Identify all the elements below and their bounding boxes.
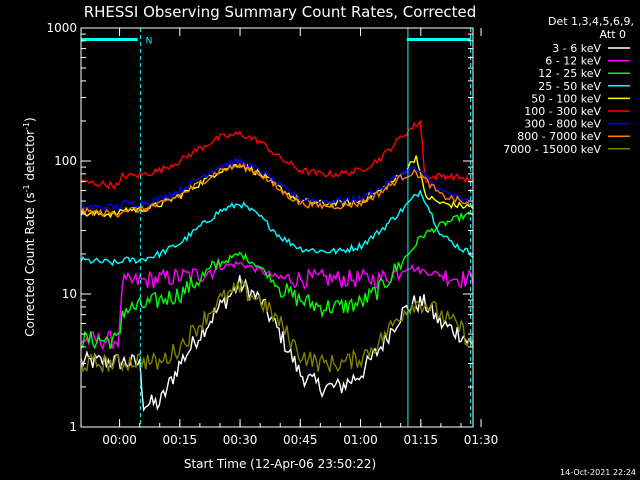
legend-entry-label-0: 3 - 6 keV — [552, 42, 601, 55]
y-tick-label-1: 1 — [69, 420, 77, 434]
y-tick-label-1000: 1000 — [46, 21, 77, 35]
legend-entry-label-3: 25 - 50 keV — [538, 80, 601, 93]
legend-entry-label-8: 7000 - 15000 keV — [503, 143, 601, 156]
y-axis: 1 10 100 1000 — [46, 21, 473, 434]
plot-frame — [80, 27, 474, 428]
x-axis-label: Start Time (12-Apr-06 23:50:22) — [184, 457, 376, 471]
x-tick-label-00:00: 00:00 — [102, 433, 137, 447]
y-axis-label-part-3: ) — [23, 117, 37, 122]
legend-entry-label-6: 300 - 800 keV — [524, 118, 601, 131]
legend-entry-label-4: 50 - 100 keV — [531, 92, 601, 105]
x-tick-label-00:30: 00:30 — [223, 433, 258, 447]
timestamp: 14-Oct-2021 22:24 — [560, 468, 636, 477]
legend-entry-label-7: 800 - 7000 keV — [517, 130, 601, 143]
legend-entry-label-2: 12 - 25 keV — [538, 67, 601, 80]
y-axis-label-part-2: detector — [23, 130, 37, 185]
legend-entry-label-5: 100 - 300 keV — [524, 105, 601, 118]
x-tick-label-01:30: 01:30 — [464, 433, 499, 447]
x-tick-label-01:15: 01:15 — [403, 433, 438, 447]
y-axis-label-part-1: Corrected Count Rate (s — [23, 192, 37, 336]
chart-title: RHESSI Observing Summary Count Rates, Co… — [84, 3, 477, 21]
y-axis-label: Corrected Count Rate (s-1 detector-1) — [22, 117, 37, 336]
y-tick-label-100: 100 — [54, 154, 77, 168]
flag-annotation-n: N — [146, 36, 153, 46]
x-tick-label-00:45: 00:45 — [283, 433, 318, 447]
x-tick-label-01:00: 01:00 — [343, 433, 378, 447]
y-axis-label-sup-2: -1 — [22, 122, 31, 130]
legend-header-detectors: Det 1,3,4,5,6,9, — [548, 15, 634, 28]
x-tick-label-00:15: 00:15 — [163, 433, 198, 447]
y-axis-label-sup-1: -1 — [22, 184, 31, 192]
y-tick-label-10: 10 — [62, 287, 77, 301]
x-axis: 00:00 00:15 00:30 00:45 01:00 01:15 01:30 — [102, 28, 498, 447]
legend-entry-label-1: 6 - 12 keV — [545, 55, 601, 68]
legend-header-attenuator: Att 0 — [600, 28, 626, 41]
